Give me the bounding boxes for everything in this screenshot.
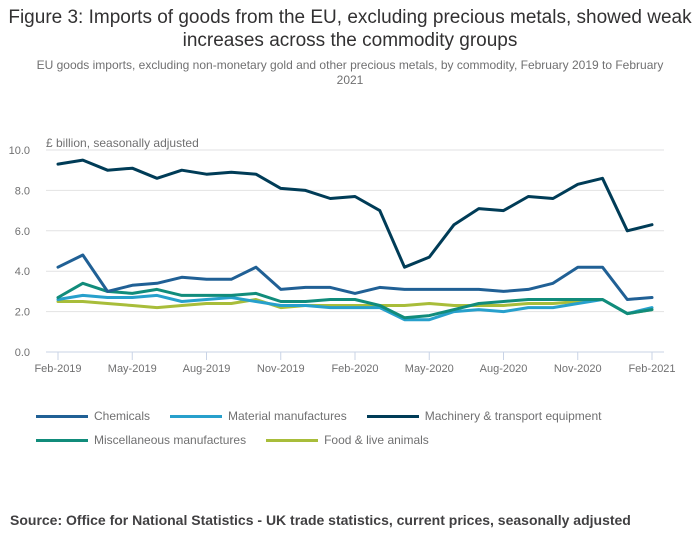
legend-item[interactable]: Food & live animals (266, 433, 429, 447)
y-axis-unit-label: £ billion, seasonally adjusted (46, 136, 199, 150)
series-line-chemicals[interactable] (56, 253, 654, 301)
legend-swatch (170, 414, 223, 418)
line-chart: 0.0 2.0 4.0 6.0 8.0 10.0 Feb-2019 May-2019 Aug-… (9, 136, 676, 375)
gridlines (46, 149, 664, 353)
legend-item[interactable]: Miscellaneous manufactures (36, 433, 246, 447)
x-tick-label: Nov-2020 (554, 363, 602, 375)
y-tick-label: 8.0 (15, 185, 30, 197)
legend-swatch (36, 438, 88, 442)
y-axis: 0.0 2.0 4.0 6.0 8.0 10.0 (9, 145, 30, 359)
legend-item[interactable]: Material manufactures (170, 409, 347, 423)
legend-swatch (366, 414, 419, 418)
y-tick-label: 0.0 (15, 347, 30, 359)
series-line-food-live-animals[interactable] (56, 298, 654, 316)
series-lines (56, 158, 654, 322)
x-tick-label: Feb-2019 (34, 363, 81, 375)
legend-label: Machinery & transport equipment (424, 409, 602, 423)
series-line-machinery-transport-equipment[interactable] (56, 158, 654, 269)
x-axis: Feb-2019 May-2019 Aug-2019 Nov-2019 Feb-2020… (34, 352, 676, 375)
legend-row: Miscellaneous manufactures Food & live an… (36, 428, 676, 452)
legend-label: Food & live animals (324, 433, 429, 447)
x-tick-label: May-2019 (108, 363, 157, 375)
chart-title: Figure 3: Imports of goods from the EU, … (8, 7, 692, 51)
series-line-material-manufactures[interactable] (56, 293, 654, 322)
series-line-miscellaneous-manufactures[interactable] (56, 281, 654, 320)
x-tick-label: Aug-2020 (480, 363, 528, 375)
legend-swatch (266, 438, 319, 442)
x-tick-label: Aug-2019 (183, 363, 231, 375)
x-tick-label: May-2020 (405, 363, 454, 375)
x-tick-label: Feb-2021 (628, 363, 675, 375)
y-tick-label: 10.0 (9, 145, 30, 157)
x-tick-label: Nov-2019 (257, 363, 305, 375)
source-note: Source: Office for National Statistics -… (10, 512, 631, 528)
legend-row: Chemicals Material manufactures Machinery … (36, 404, 676, 428)
y-tick-label: 2.0 (15, 307, 30, 319)
y-tick-label: 4.0 (15, 266, 30, 278)
legend: Chemicals Material manufactures Machinery … (36, 404, 676, 452)
y-tick-label: 6.0 (15, 226, 30, 238)
legend-item[interactable]: Chemicals (36, 409, 150, 423)
chart-subtitle: EU goods imports, excluding non-monetary… (36, 58, 664, 87)
legend-item[interactable]: Machinery & transport equipment (366, 409, 602, 423)
legend-label: Material manufactures (228, 409, 347, 423)
legend-swatch (36, 414, 88, 418)
x-tick-label: Feb-2020 (331, 363, 378, 375)
legend-label: Miscellaneous manufactures (94, 433, 247, 447)
legend-label: Chemicals (94, 409, 151, 423)
